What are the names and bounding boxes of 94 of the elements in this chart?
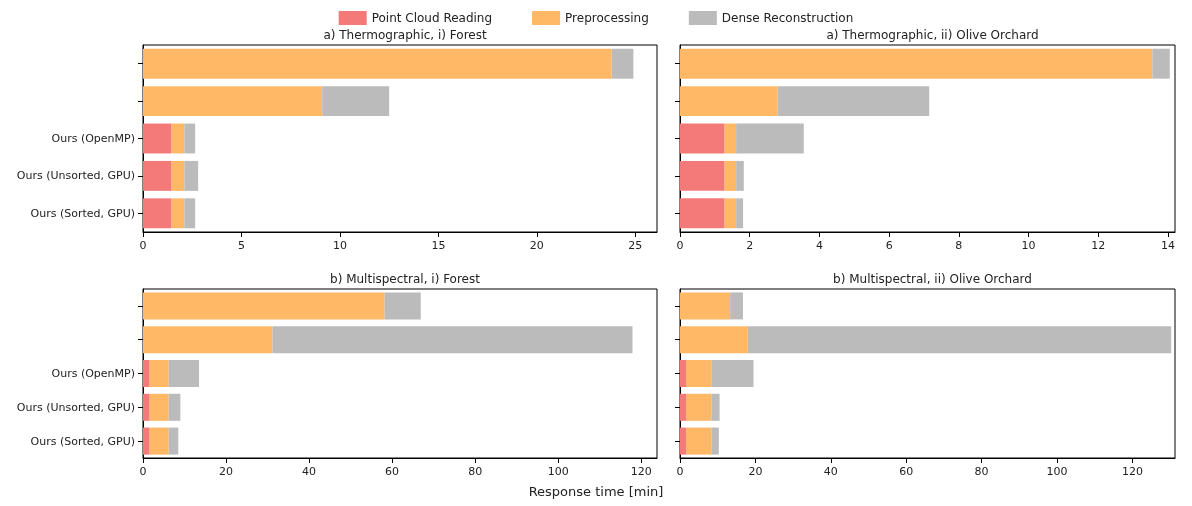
bar bbox=[171, 123, 185, 154]
x-tick-label: 20 bbox=[748, 465, 763, 478]
x-tick-label: 0 bbox=[139, 239, 147, 252]
x-tick-label: 14 bbox=[1161, 239, 1176, 252]
bar bbox=[149, 359, 169, 388]
y-tick-label: Ours (OpenMP) bbox=[51, 132, 135, 145]
bar bbox=[171, 198, 185, 229]
bar bbox=[736, 123, 804, 154]
x-tick-label: 80 bbox=[468, 465, 483, 478]
x-tick-label: 100 bbox=[1046, 465, 1068, 478]
bar bbox=[736, 160, 744, 191]
bar bbox=[149, 393, 169, 421]
bar bbox=[680, 123, 725, 154]
x-tick-label: 120 bbox=[630, 465, 652, 478]
bar bbox=[680, 427, 687, 455]
bar bbox=[747, 326, 1172, 354]
x-tick-label: 10 bbox=[332, 239, 347, 252]
bar bbox=[272, 326, 633, 354]
bar bbox=[680, 326, 748, 354]
bar bbox=[777, 86, 930, 117]
y-tick-label: Ours (Sorted, GPU) bbox=[30, 434, 135, 448]
bar bbox=[680, 292, 731, 320]
chart-title: b) Multispectral, ii) Olive Orchard bbox=[833, 272, 1032, 286]
bar bbox=[143, 86, 323, 117]
x-tick-label: 8 bbox=[955, 239, 963, 252]
legend-label: Preprocessing bbox=[565, 11, 649, 25]
bar bbox=[184, 160, 199, 191]
x-tick-label: 25 bbox=[628, 239, 643, 252]
bar bbox=[143, 198, 172, 229]
x-tick-label: 6 bbox=[885, 239, 893, 252]
y-tick-label: Ours (Unsorted, GPU) bbox=[16, 169, 135, 183]
bar bbox=[711, 427, 719, 455]
x-tick-label: 0 bbox=[676, 465, 684, 478]
bar bbox=[724, 123, 737, 154]
y-tick-label: Ours (Sorted, GPU) bbox=[30, 206, 135, 220]
bar bbox=[184, 198, 196, 229]
bar bbox=[724, 198, 737, 229]
x-tick-label: 20 bbox=[529, 239, 544, 252]
bar bbox=[143, 48, 612, 79]
x-tick-label: 60 bbox=[899, 465, 914, 478]
bar bbox=[184, 123, 196, 154]
chart-title: a) Thermographic, ii) Olive Orchard bbox=[826, 28, 1039, 42]
bar bbox=[143, 359, 150, 388]
x-tick-label: 40 bbox=[823, 465, 838, 478]
chart-title: b) Multispectral, i) Forest bbox=[330, 272, 481, 286]
x-tick-label: 4 bbox=[815, 239, 823, 252]
bar bbox=[611, 48, 634, 79]
x-tick-label: 0 bbox=[139, 465, 147, 478]
bar bbox=[680, 86, 778, 117]
bar bbox=[322, 86, 390, 117]
chart-title: a) Thermographic, i) Forest bbox=[323, 28, 487, 42]
bar bbox=[711, 393, 720, 421]
x-tick-label: 5 bbox=[237, 239, 245, 252]
y-tick-label: Ours (Unsorted, GPU) bbox=[16, 400, 135, 414]
bar bbox=[143, 123, 172, 154]
x-tick-label: 100 bbox=[547, 465, 569, 478]
bar bbox=[680, 160, 725, 191]
bar bbox=[143, 292, 385, 320]
bar bbox=[686, 359, 712, 388]
bar bbox=[168, 359, 200, 388]
bar bbox=[724, 160, 737, 191]
bar bbox=[711, 359, 754, 388]
bar bbox=[1152, 48, 1170, 79]
bar bbox=[680, 393, 687, 421]
bar bbox=[143, 326, 273, 354]
x-tick-label: 80 bbox=[974, 465, 989, 478]
x-tick-label: 12 bbox=[1091, 239, 1106, 252]
x-tick-label: 20 bbox=[219, 465, 234, 478]
bar bbox=[680, 48, 1153, 79]
legend-label: Dense Reconstruction bbox=[721, 11, 854, 25]
y-tick-label: Ours (OpenMP) bbox=[51, 367, 135, 380]
bar bbox=[168, 427, 179, 455]
bar bbox=[143, 393, 150, 421]
legend-label: Point Cloud Reading bbox=[371, 11, 493, 25]
bar bbox=[143, 160, 172, 191]
bar bbox=[736, 198, 744, 229]
bar bbox=[168, 393, 181, 421]
bar bbox=[143, 427, 150, 455]
x-tick-label: 120 bbox=[1121, 465, 1143, 478]
x-axis-title: Response time [min] bbox=[528, 484, 664, 499]
bar bbox=[171, 160, 185, 191]
bar bbox=[686, 427, 712, 455]
x-tick-label: 0 bbox=[676, 239, 684, 252]
bar bbox=[730, 292, 743, 320]
bar bbox=[680, 359, 687, 388]
bar bbox=[384, 292, 421, 320]
bar bbox=[149, 427, 169, 455]
bar bbox=[686, 393, 712, 421]
x-tick-label: 15 bbox=[431, 239, 446, 252]
x-tick-label: 60 bbox=[385, 465, 400, 478]
x-tick-label: 40 bbox=[302, 465, 317, 478]
x-tick-label: 2 bbox=[746, 239, 754, 252]
bar bbox=[680, 198, 725, 229]
x-tick-label: 10 bbox=[1021, 239, 1036, 252]
